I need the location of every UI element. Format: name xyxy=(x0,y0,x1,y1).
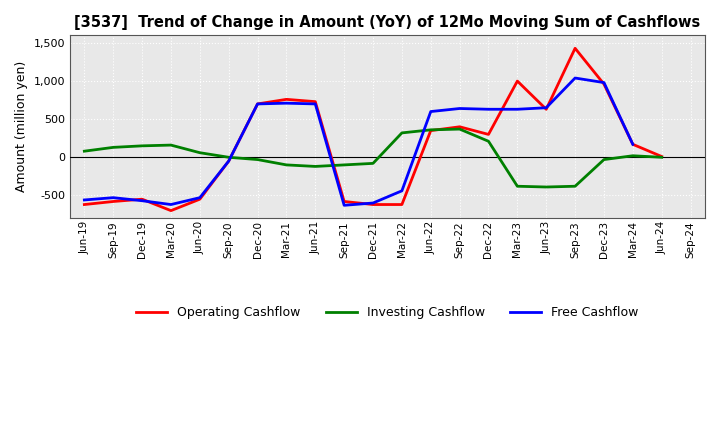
Investing Cashflow xyxy=(426,127,435,132)
Operating Cashflow xyxy=(166,208,175,213)
Operating Cashflow xyxy=(311,99,320,104)
Investing Cashflow xyxy=(253,157,262,162)
Title: [3537]  Trend of Change in Amount (YoY) of 12Mo Moving Sum of Cashflows: [3537] Trend of Change in Amount (YoY) o… xyxy=(74,15,701,30)
Free Cashflow xyxy=(166,202,175,207)
Free Cashflow xyxy=(80,197,89,202)
Free Cashflow xyxy=(513,106,522,112)
Line: Operating Cashflow: Operating Cashflow xyxy=(84,48,662,211)
Investing Cashflow xyxy=(196,150,204,155)
Investing Cashflow xyxy=(311,164,320,169)
Free Cashflow xyxy=(629,142,637,147)
Free Cashflow xyxy=(571,75,580,81)
Operating Cashflow xyxy=(600,81,608,87)
Investing Cashflow xyxy=(109,145,117,150)
Investing Cashflow xyxy=(657,154,666,160)
Investing Cashflow xyxy=(455,126,464,132)
Investing Cashflow xyxy=(484,139,492,144)
Free Cashflow xyxy=(196,195,204,200)
Operating Cashflow xyxy=(196,197,204,202)
Free Cashflow xyxy=(369,200,377,205)
Investing Cashflow xyxy=(513,183,522,189)
Free Cashflow xyxy=(253,101,262,106)
Investing Cashflow xyxy=(571,183,580,189)
Investing Cashflow xyxy=(542,184,551,190)
Operating Cashflow xyxy=(282,97,291,102)
Operating Cashflow xyxy=(426,128,435,133)
Investing Cashflow xyxy=(369,161,377,166)
Investing Cashflow xyxy=(282,162,291,168)
Operating Cashflow xyxy=(109,199,117,204)
Investing Cashflow xyxy=(138,143,146,148)
Investing Cashflow xyxy=(397,130,406,136)
Operating Cashflow xyxy=(542,106,551,112)
Free Cashflow xyxy=(542,105,551,110)
Free Cashflow xyxy=(109,195,117,200)
Investing Cashflow xyxy=(166,143,175,148)
Operating Cashflow xyxy=(455,124,464,129)
Investing Cashflow xyxy=(225,154,233,160)
Free Cashflow xyxy=(455,106,464,111)
Free Cashflow xyxy=(340,203,348,208)
Free Cashflow xyxy=(397,188,406,194)
Legend: Operating Cashflow, Investing Cashflow, Free Cashflow: Operating Cashflow, Investing Cashflow, … xyxy=(131,301,644,324)
Investing Cashflow xyxy=(80,149,89,154)
Line: Investing Cashflow: Investing Cashflow xyxy=(84,129,662,187)
Line: Free Cashflow: Free Cashflow xyxy=(84,78,633,205)
Y-axis label: Amount (million yen): Amount (million yen) xyxy=(15,61,28,192)
Investing Cashflow xyxy=(629,153,637,158)
Operating Cashflow xyxy=(657,154,666,159)
Operating Cashflow xyxy=(484,132,492,137)
Operating Cashflow xyxy=(513,78,522,84)
Operating Cashflow xyxy=(629,142,637,147)
Free Cashflow xyxy=(282,100,291,106)
Operating Cashflow xyxy=(340,199,348,204)
Operating Cashflow xyxy=(571,46,580,51)
Free Cashflow xyxy=(225,158,233,164)
Operating Cashflow xyxy=(138,197,146,202)
Investing Cashflow xyxy=(600,157,608,162)
Operating Cashflow xyxy=(369,202,377,207)
Free Cashflow xyxy=(138,198,146,203)
Free Cashflow xyxy=(484,106,492,112)
Operating Cashflow xyxy=(397,202,406,207)
Operating Cashflow xyxy=(80,202,89,207)
Free Cashflow xyxy=(426,109,435,114)
Free Cashflow xyxy=(600,80,608,85)
Operating Cashflow xyxy=(253,101,262,106)
Free Cashflow xyxy=(311,101,320,106)
Operating Cashflow xyxy=(225,158,233,164)
Investing Cashflow xyxy=(340,162,348,168)
